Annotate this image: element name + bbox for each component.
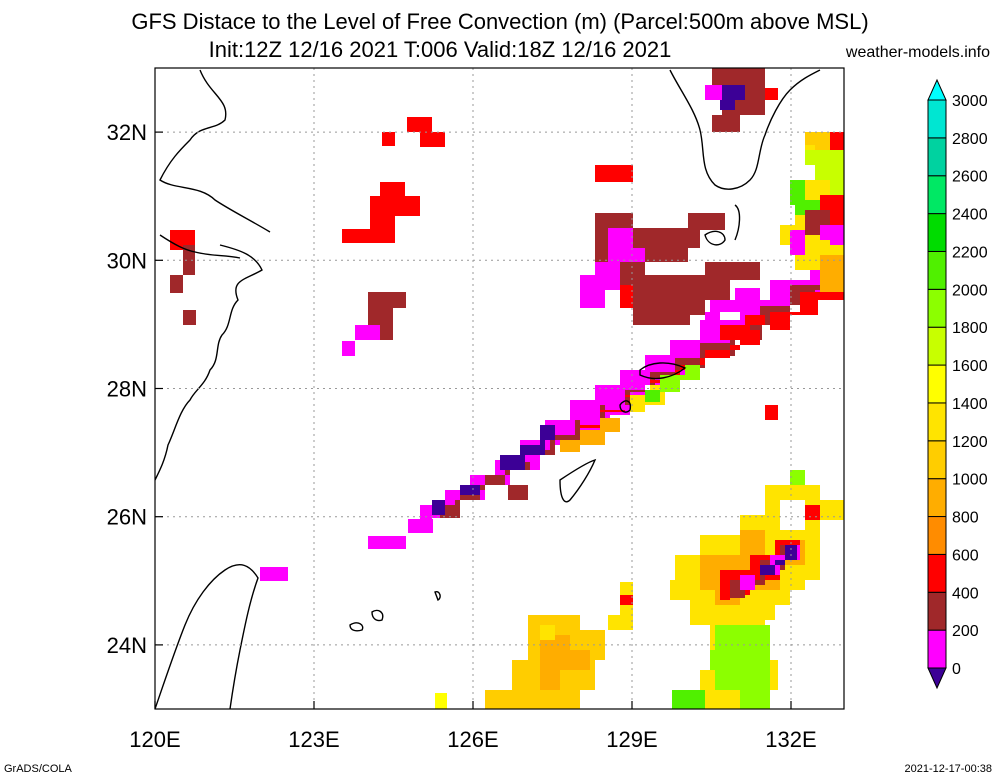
amami-island	[639, 362, 687, 380]
se-region	[435, 470, 844, 709]
lon-tick-label: 120E	[129, 727, 180, 752]
lat-tick-label: 24N	[107, 633, 147, 658]
colorbar-label: 600	[952, 547, 979, 564]
colorbar-label: 1000	[952, 472, 988, 489]
colorbar-label: 1600	[952, 358, 988, 375]
colorbar-label: 3000	[952, 93, 988, 110]
field-layer	[170, 68, 844, 709]
colorbar-label: 400	[952, 585, 979, 602]
kyushu-coast	[669, 69, 821, 190]
colorbar-segment	[927, 288, 947, 328]
colorbar: 0 200 400 600 800 1000 1200 1400 1600 1800 2000 220…	[927, 78, 988, 690]
colorbar-label: 2600	[952, 169, 988, 186]
island-2	[734, 204, 741, 241]
lat-tick-label: 26N	[107, 505, 147, 530]
china-coast	[155, 69, 271, 481]
chart-title: GFS Distace to the Level of Free Convect…	[131, 9, 869, 34]
credit-text: weather-models.info	[845, 44, 990, 61]
colorbar-over-triangle	[927, 78, 947, 101]
footer-timestamp: 2021-12-17-00:38	[904, 763, 992, 775]
lat-tick-label: 28N	[107, 377, 147, 402]
colorbar-label: 2400	[952, 207, 988, 224]
colorbar-segment	[927, 364, 947, 404]
yangtze-mouth	[159, 234, 241, 259]
colorbar-segment	[927, 516, 947, 555]
island-3	[619, 400, 632, 413]
colorbar-segment	[927, 553, 947, 593]
nw-cells	[170, 117, 445, 581]
footer-left: GrADS/COLA	[4, 763, 72, 775]
taiwan-coast	[155, 564, 259, 709]
lat-tick-label: 32N	[107, 120, 147, 145]
colorbar-segment	[927, 402, 947, 442]
colorbar-label: 1200	[952, 434, 988, 451]
colorbar-segment	[927, 250, 947, 290]
lat-tick-label: 30N	[107, 248, 147, 273]
lon-tick-label: 123E	[288, 727, 339, 752]
colorbar-under-triangle	[927, 667, 947, 690]
colorbar-label: 200	[952, 623, 979, 640]
lon-tick-label: 126E	[447, 727, 498, 752]
colorbar-segment	[927, 326, 947, 366]
colorbar-segment	[927, 175, 947, 215]
north-block	[580, 165, 778, 420]
lon-tick-label: 129E	[606, 727, 657, 752]
colorbar-label: 0	[952, 661, 961, 678]
colorbar-segment	[927, 213, 947, 252]
colorbar-segment	[927, 137, 947, 177]
island-1	[704, 230, 726, 246]
colorbar-label: 2200	[952, 244, 988, 261]
colorbar-segment	[927, 629, 947, 669]
axis-ticks: 120E 123E 126E 129E 132E 32N 30N 28N 26N 24N	[107, 120, 817, 752]
colorbar-label: 800	[952, 510, 979, 527]
coastline-layer	[155, 69, 821, 709]
okinawa-island	[559, 458, 597, 503]
colorbar-segment	[927, 478, 947, 518]
ne-region	[705, 68, 844, 292]
colorbar-label: 1400	[952, 396, 988, 413]
colorbar-label: 1800	[952, 320, 988, 337]
colorbar-segment	[927, 440, 947, 480]
chart-subtitle: Init:12Z 12/16 2021 T:006 Valid:18Z 12/1…	[208, 37, 672, 62]
colorbar-label: 2000	[952, 282, 988, 299]
sakishima-islands	[349, 590, 441, 632]
colorbar-segment	[927, 99, 947, 139]
colorbar-segment	[927, 591, 947, 631]
lon-tick-label: 132E	[765, 727, 816, 752]
colorbar-label: 2800	[952, 131, 988, 148]
